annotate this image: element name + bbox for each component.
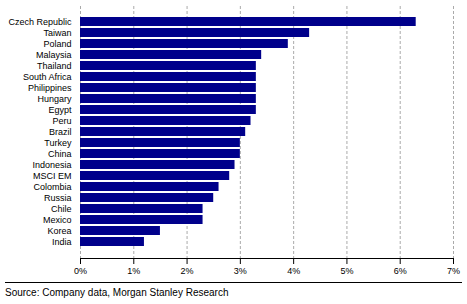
svg-text:MSCI EM: MSCI EM [33, 171, 72, 181]
svg-text:Turkey: Turkey [44, 138, 72, 148]
svg-text:Chile: Chile [51, 204, 72, 214]
svg-text:Taiwan: Taiwan [43, 28, 71, 38]
svg-text:3%: 3% [234, 266, 247, 276]
svg-text:1%: 1% [127, 266, 140, 276]
svg-text:China: China [48, 149, 72, 159]
svg-text:Hungary: Hungary [37, 94, 72, 104]
svg-text:4%: 4% [287, 266, 300, 276]
svg-text:Peru: Peru [52, 116, 71, 126]
svg-text:Brazil: Brazil [49, 127, 72, 137]
svg-text:6%: 6% [394, 266, 407, 276]
svg-text:Czech Republic: Czech Republic [8, 17, 72, 27]
svg-text:2%: 2% [181, 266, 194, 276]
svg-text:Malaysia: Malaysia [36, 50, 72, 60]
svg-text:0%: 0% [74, 266, 87, 276]
svg-text:Colombia: Colombia [33, 182, 71, 192]
svg-text:Korea: Korea [47, 226, 71, 236]
svg-text:7%: 7% [447, 266, 460, 276]
svg-text:India: India [52, 237, 72, 247]
svg-text:Egypt: Egypt [48, 105, 72, 115]
svg-text:Indonesia: Indonesia [32, 160, 71, 170]
svg-text:Thailand: Thailand [37, 61, 72, 71]
html-text:Source: Company data, Morgan S: Source: Company data, Morgan Stanley Res… [5, 287, 229, 298]
svg-text:South Africa: South Africa [23, 72, 72, 82]
svg-text:Philippines: Philippines [28, 83, 72, 93]
svg-text:Mexico: Mexico [43, 215, 72, 225]
svg-text:5%: 5% [340, 266, 353, 276]
svg-text:Russia: Russia [44, 193, 72, 203]
svg-text:Poland: Poland [43, 39, 71, 49]
